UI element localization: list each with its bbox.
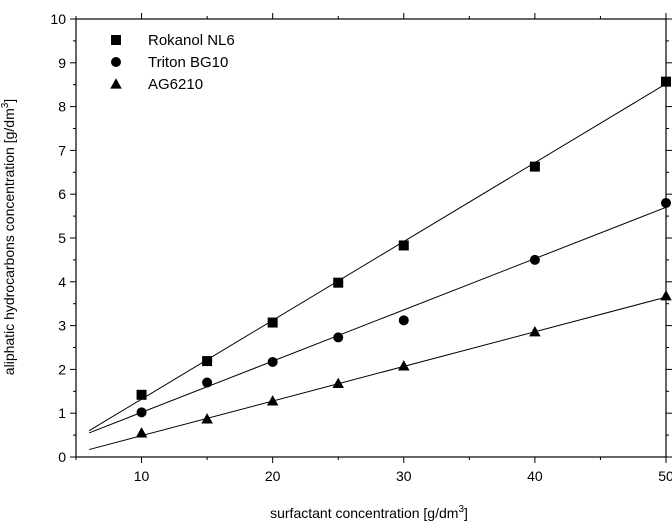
legend-marker-rokanol-nl6 xyxy=(111,35,121,45)
y-tick-label: 10 xyxy=(50,11,66,27)
y-axis: 0 1 2 3 4 5 6 7 8 9 10 xyxy=(50,11,672,465)
data-point-rokanol-nl6 xyxy=(398,240,409,251)
x-axis-title: surfactant concentration [g/dm3] xyxy=(270,504,468,521)
legend-label-ag6210: AG6210 xyxy=(148,76,203,93)
x-tick-label: 30 xyxy=(396,468,412,484)
data-point-rokanol-nl6 xyxy=(661,76,671,87)
data-point-triton-bg10 xyxy=(398,315,409,326)
data-point-ag6210 xyxy=(135,427,148,438)
y-tick-label: 2 xyxy=(58,361,66,377)
data-point-rokanol-nl6 xyxy=(267,317,278,328)
x-tick-label: 40 xyxy=(527,468,543,484)
data-point-rokanol-nl6 xyxy=(136,389,147,400)
data-point-ag6210 xyxy=(332,377,344,389)
legend-marker-triton-bg10 xyxy=(111,57,121,67)
y-axis-title: aliphatic hydrocarbons concentration [g/… xyxy=(0,99,17,375)
data-point-triton-bg10 xyxy=(267,356,278,367)
legend: Rokanol NL6 Triton BG10 AG6210 xyxy=(110,32,235,93)
data-point-ag6210 xyxy=(201,413,213,424)
y-tick-label: 4 xyxy=(58,274,66,290)
data-point-ag6210 xyxy=(660,290,672,301)
y-tick-label: 5 xyxy=(58,230,66,246)
fit-line-triton-bg10 xyxy=(88,206,667,434)
data-point-triton-bg10 xyxy=(136,407,147,418)
fit-lines xyxy=(88,83,667,451)
y-tick-label: 9 xyxy=(58,55,66,71)
x-tick-label: 10 xyxy=(134,468,150,484)
y-tick-label: 0 xyxy=(58,449,66,465)
x-axis: 10 20 30 40 50 xyxy=(75,13,672,484)
data-point-ag6210 xyxy=(398,360,410,371)
data-point-triton-bg10 xyxy=(529,254,540,265)
legend-marker-ag6210 xyxy=(110,78,122,89)
data-point-triton-bg10 xyxy=(661,197,671,208)
y-tick-label: 7 xyxy=(58,142,66,158)
x-tick-label: 20 xyxy=(265,468,281,484)
y-tick-label: 3 xyxy=(58,318,66,334)
data-markers xyxy=(135,76,672,438)
fit-line-rokanol-nl6 xyxy=(88,83,667,432)
data-point-triton-bg10 xyxy=(333,332,344,343)
data-point-rokanol-nl6 xyxy=(529,161,540,172)
y-tick-label: 6 xyxy=(58,186,66,202)
legend-label-triton-bg10: Triton BG10 xyxy=(148,54,228,71)
data-point-triton-bg10 xyxy=(202,377,213,388)
x-tick-label: 50 xyxy=(658,468,672,484)
data-point-rokanol-nl6 xyxy=(333,277,344,288)
y-tick-label: 1 xyxy=(58,405,66,421)
data-point-ag6210 xyxy=(266,395,279,406)
fit-line-ag6210 xyxy=(88,296,667,451)
data-point-rokanol-nl6 xyxy=(202,356,213,367)
data-point-ag6210 xyxy=(529,325,541,337)
legend-label-rokanol-nl6: Rokanol NL6 xyxy=(148,32,235,49)
y-tick-label: 8 xyxy=(58,99,66,115)
